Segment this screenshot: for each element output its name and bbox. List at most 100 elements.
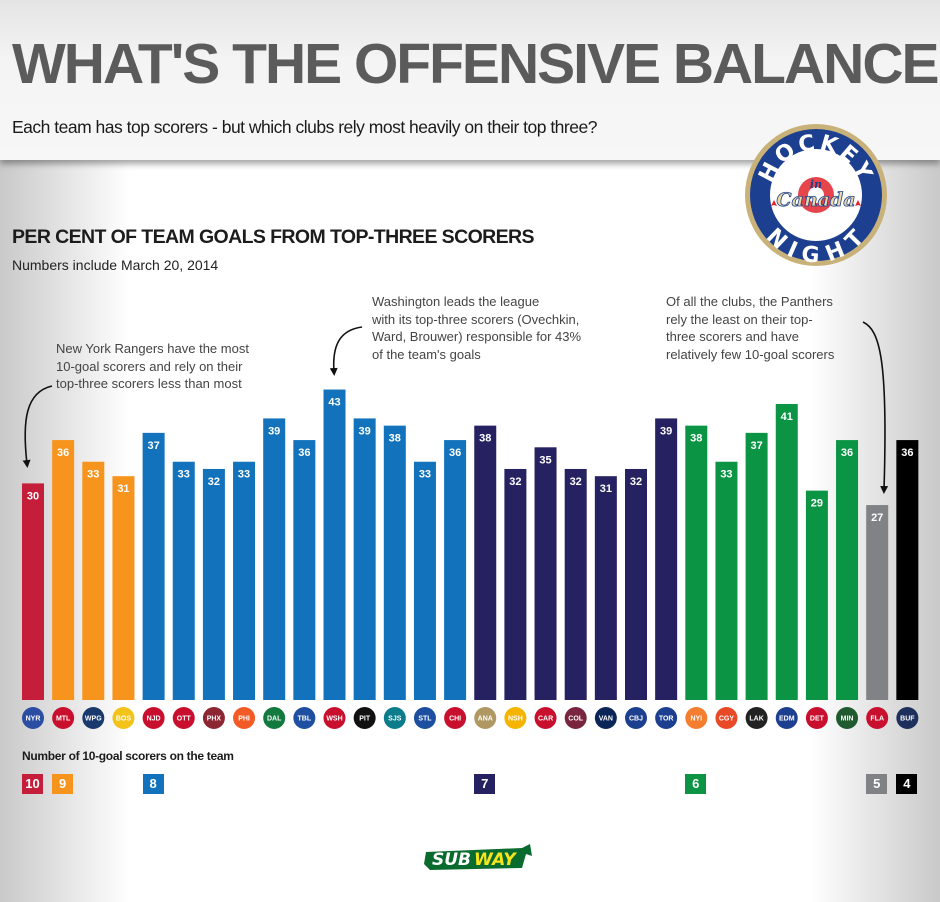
bar-value-label: 41 bbox=[781, 411, 793, 423]
bar-ana bbox=[474, 425, 497, 700]
team-logo-label: PHI bbox=[238, 716, 250, 723]
subway-way-text: WAY bbox=[474, 850, 517, 870]
bar-value-label: 32 bbox=[630, 476, 642, 488]
arrow-panthers bbox=[862, 321, 889, 494]
team-logo-min-icon bbox=[836, 707, 859, 729]
bar-chi bbox=[444, 440, 467, 700]
bar-value-label: 30 bbox=[27, 490, 39, 502]
team-logo-label: CAR bbox=[538, 716, 553, 723]
team-logo-label: WPG bbox=[85, 716, 102, 723]
team-logo-cbj-icon bbox=[625, 707, 647, 729]
team-logo-label: TOR bbox=[659, 716, 674, 723]
team-logo-label: WSH bbox=[326, 716, 342, 723]
bar-value-label: 33 bbox=[720, 469, 732, 481]
bar-value-label: 32 bbox=[509, 476, 521, 488]
bar-value-label: 43 bbox=[328, 397, 340, 409]
team-logo-tor-icon bbox=[655, 707, 678, 729]
bar-value-label: 29 bbox=[811, 498, 823, 510]
annotation-line: Washington leads the league bbox=[372, 294, 540, 309]
team-logo-label: TBL bbox=[298, 716, 312, 723]
team-logo-nyr-icon bbox=[22, 707, 44, 729]
team-logo-phi-icon bbox=[233, 707, 256, 729]
team-logo-label: CGY bbox=[719, 716, 735, 723]
bar-value-label: 36 bbox=[841, 447, 853, 459]
maple-leaf-icon bbox=[771, 200, 777, 206]
team-logo-label: BOS bbox=[116, 716, 132, 723]
bar-tbl bbox=[293, 440, 316, 700]
annotation-rangers: New York Rangers have the most 10-goal s… bbox=[56, 340, 249, 393]
team-logo-label: MTL bbox=[56, 716, 71, 723]
team-logo-sjs-icon bbox=[383, 707, 406, 729]
team-logo-label: DET bbox=[810, 716, 825, 723]
bar-value-label: 35 bbox=[539, 454, 551, 466]
bar-value-label: 36 bbox=[298, 447, 310, 459]
team-logo-label: CBJ bbox=[629, 716, 643, 723]
annotation-line: Ward, Brouwer) responsible for 43% bbox=[372, 329, 582, 344]
annotation-line: with its top-three scorers (Ovechkin, bbox=[372, 311, 580, 327]
bar-wpg bbox=[82, 461, 105, 700]
team-logo-fla-icon bbox=[866, 707, 889, 729]
bar-car bbox=[534, 447, 557, 700]
team-logo-nsh-icon bbox=[504, 707, 527, 729]
team-logo-ana-icon bbox=[474, 707, 497, 729]
bar-cbj bbox=[625, 468, 647, 700]
hnic-canada-text: Canada bbox=[776, 189, 855, 211]
bar-cgy bbox=[715, 461, 738, 700]
bar-value-label: 39 bbox=[268, 425, 280, 437]
team-logo-buf-icon bbox=[896, 707, 919, 729]
bar-value-label: 32 bbox=[208, 476, 220, 488]
team-logo-lak-icon bbox=[745, 707, 768, 729]
bar-value-label: 31 bbox=[600, 483, 612, 495]
chart-subtitle: Numbers include March 20, 2014 bbox=[12, 257, 219, 273]
bar-lak bbox=[745, 432, 768, 700]
bar-value-label: 33 bbox=[419, 469, 431, 481]
team-logo-label: BUF bbox=[900, 716, 915, 723]
bar-dal bbox=[263, 418, 286, 700]
bar-value-label: 39 bbox=[660, 425, 672, 437]
annotation-line: top-three scorers less than most bbox=[56, 376, 242, 391]
team-logo-label: STL bbox=[418, 716, 432, 723]
team-logo-mtl-icon bbox=[52, 707, 75, 729]
team-logo-col-icon bbox=[564, 707, 587, 729]
annotation-line: 10-goal scorers and rely on their bbox=[56, 358, 243, 374]
subway-logo: SUB WAY bbox=[424, 844, 532, 870]
bar-nsh bbox=[504, 468, 527, 700]
team-logo-label: CHI bbox=[449, 716, 461, 723]
bar-value-label: 37 bbox=[750, 440, 762, 452]
arrow-washington bbox=[329, 326, 363, 376]
bar-wsh bbox=[323, 389, 346, 700]
arrow-rangers bbox=[22, 385, 53, 468]
team-logo-label: VAN bbox=[599, 716, 613, 723]
team-logo-dal-icon bbox=[263, 707, 286, 729]
hnic-in-text: in bbox=[810, 178, 822, 191]
bar-value-label: 38 bbox=[389, 433, 401, 445]
team-logo-label: OTT bbox=[177, 716, 192, 723]
annotation-line: Of all the clubs, the Panthers bbox=[666, 294, 833, 309]
team-logo-edm-icon bbox=[775, 707, 798, 729]
legend-chip-5: 5 bbox=[866, 774, 888, 794]
bar-value-label: 33 bbox=[87, 469, 99, 481]
legend-chip-6: 6 bbox=[685, 774, 707, 794]
team-logo-label: FLA bbox=[870, 716, 884, 723]
bar-value-label: 33 bbox=[238, 469, 250, 481]
team-logo-njd-icon bbox=[142, 707, 165, 729]
header-banner: WHAT'S THE OFFENSIVE BALANCE? Each team … bbox=[0, 0, 940, 160]
team-logo-van-icon bbox=[594, 707, 617, 729]
bar-value-label: 38 bbox=[690, 433, 702, 445]
team-logo-label: DAL bbox=[267, 716, 282, 723]
bar-value-label: 36 bbox=[449, 447, 461, 459]
bar-van bbox=[594, 476, 617, 700]
annotation-line: three scorers and have bbox=[666, 329, 799, 344]
bar-mtl bbox=[52, 440, 75, 700]
team-logo-det-icon bbox=[805, 707, 828, 729]
team-logo-label: MIN bbox=[841, 716, 854, 723]
bar-nyr bbox=[22, 483, 44, 700]
team-logo-label: LAK bbox=[749, 716, 763, 723]
team-logo-label: PIT bbox=[359, 716, 371, 723]
team-logo-pit-icon bbox=[353, 707, 376, 729]
bar-bos bbox=[112, 476, 135, 700]
maple-leaf-icon bbox=[855, 200, 861, 206]
legend-chip-4: 4 bbox=[896, 774, 918, 794]
bar-pit bbox=[353, 418, 376, 700]
